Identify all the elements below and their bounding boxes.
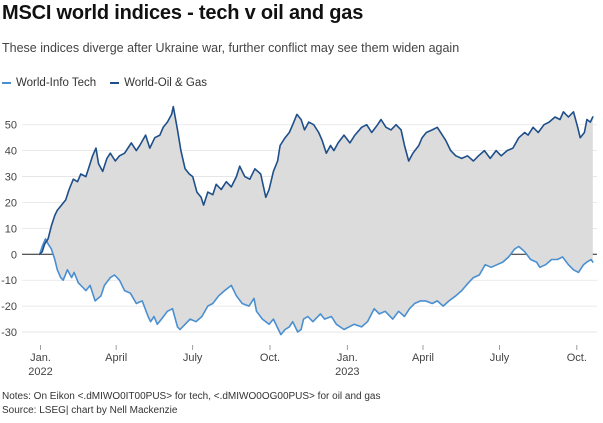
y-tick-label-1: -20 xyxy=(1,301,17,313)
x-tick-label-0: Jan. xyxy=(30,352,51,364)
y-tick-label-7: 40 xyxy=(5,146,17,158)
x-axis-ticks xyxy=(40,345,578,350)
x-tick-label-6: July xyxy=(490,352,510,364)
x-tick-label-1: April xyxy=(105,352,127,364)
x-tick-year-0: 2022 xyxy=(28,366,52,378)
chart-legend: World-Info Tech World-Oil & Gas xyxy=(2,77,221,89)
y-tick-label-4: 10 xyxy=(5,223,17,235)
y-tick-label-0: -30 xyxy=(1,327,17,339)
chart-subtitle: These indices diverge after Ukraine war,… xyxy=(2,41,460,55)
x-tick-label-7: Oct. xyxy=(567,352,587,364)
y-tick-label-5: 20 xyxy=(5,197,17,209)
series-line-info-tech xyxy=(38,238,594,336)
x-tick-year-4: 2023 xyxy=(335,366,359,378)
x-axis-labels: Jan. 2022 April July Oct. Jan. 2023 April July Oc… xyxy=(28,352,587,378)
y-tick-label-8: 50 xyxy=(5,120,17,132)
chart-title: MSCI world indices - tech v oil and gas xyxy=(2,2,364,24)
legend-item-tech: World-Info Tech xyxy=(2,77,96,89)
chart-source: Source: LSEG| chart by Nell Mackenzie xyxy=(2,405,178,416)
y-tick-label-6: 30 xyxy=(5,172,17,184)
series-line-oil-gas xyxy=(38,105,594,256)
fill-between-area xyxy=(39,106,593,335)
legend-item-oil-gas: World-Oil & Gas xyxy=(110,77,207,89)
y-axis-labels: -30 -20 -10 0 10 20 30 40 50 xyxy=(1,120,17,339)
x-tick-label-3: Oct. xyxy=(260,352,280,364)
y-tick-label-2: -10 xyxy=(1,275,17,287)
x-tick-label-4: Jan. xyxy=(337,352,358,364)
legend-swatch-tech xyxy=(2,82,11,84)
x-tick-label-2: July xyxy=(183,352,203,364)
x-tick-label-5: April xyxy=(412,352,434,364)
legend-label-oil-gas: World-Oil & Gas xyxy=(124,77,207,89)
chart-notes: Notes: On Eikon <.dMIWO0IT00PUS> for tec… xyxy=(2,391,381,402)
y-tick-label-3: 0 xyxy=(11,249,17,261)
legend-label-tech: World-Info Tech xyxy=(16,77,97,89)
series-lines xyxy=(38,105,594,336)
legend-swatch-oil-gas xyxy=(110,82,120,84)
